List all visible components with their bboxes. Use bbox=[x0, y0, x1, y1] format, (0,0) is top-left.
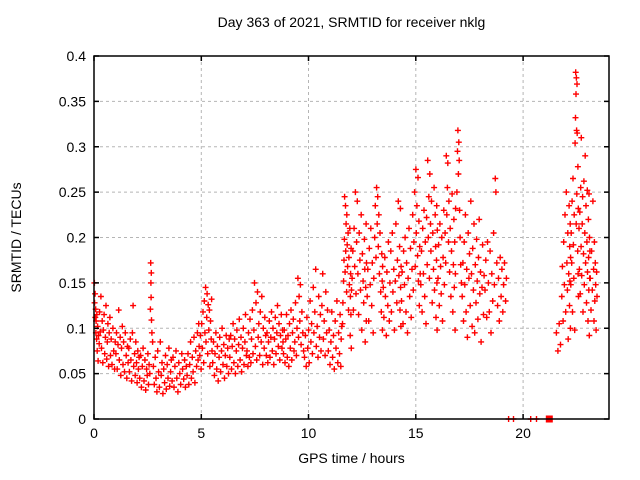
y-axis-label: SRMTID / TECUs bbox=[8, 182, 24, 292]
y-tick-label-0: 0 bbox=[78, 411, 86, 427]
y-tick-label-04: 0.4 bbox=[67, 48, 87, 64]
y-tick-label-03: 0.3 bbox=[67, 139, 87, 155]
x-tick-label-5: 5 bbox=[197, 425, 205, 441]
y-tick-label-035: 0.35 bbox=[59, 93, 86, 109]
x-tick-label-20: 20 bbox=[515, 425, 531, 441]
y-tick-label-02: 0.2 bbox=[67, 230, 87, 246]
y-tick-label-025: 0.25 bbox=[59, 184, 86, 200]
grid-vertical-lines bbox=[200, 56, 524, 419]
x-tick-label-10: 10 bbox=[301, 425, 317, 441]
y-tick-label-015: 0.15 bbox=[59, 275, 86, 291]
x-tick-label-0: 0 bbox=[90, 425, 98, 441]
chart-title: Day 363 of 2021, SRMTID for receiver nkl… bbox=[218, 14, 486, 30]
x-tick-label-15: 15 bbox=[408, 425, 424, 441]
x-axis-ticks bbox=[93, 56, 524, 419]
y-tick-label-005: 0.05 bbox=[59, 366, 86, 382]
y-axis-ticks bbox=[94, 55, 609, 420]
x-axis-label: GPS time / hours bbox=[298, 450, 405, 466]
y-tick-label-01: 0.1 bbox=[67, 320, 87, 336]
